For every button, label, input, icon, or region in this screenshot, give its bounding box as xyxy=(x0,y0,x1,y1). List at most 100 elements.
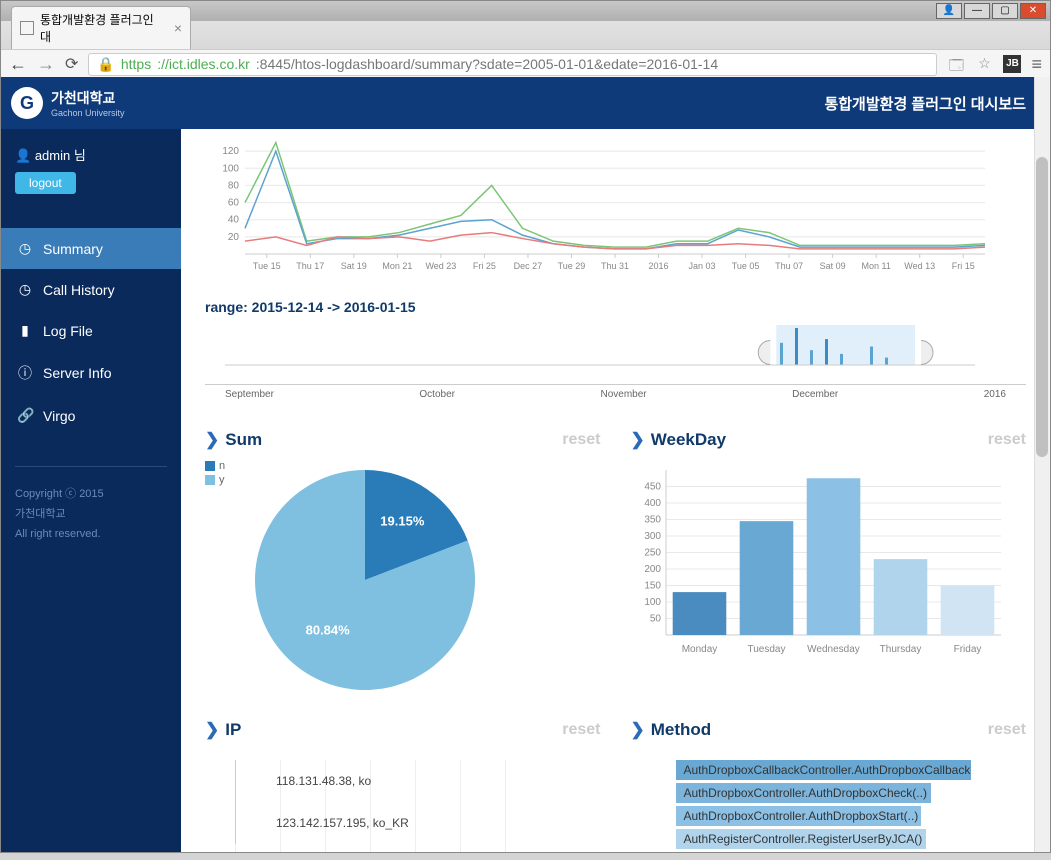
extension-jb-icon[interactable]: JB xyxy=(1003,55,1021,73)
caret-icon: ❯ xyxy=(205,720,219,740)
svg-text:Tuesday: Tuesday xyxy=(747,644,785,655)
lock-icon: 🔒 xyxy=(97,56,114,73)
ip-row[interactable]: 123.142.157.195, ko_KR xyxy=(235,802,601,844)
svg-text:Fri 25: Fri 25 xyxy=(473,261,496,271)
sum-reset-button[interactable]: reset xyxy=(562,431,600,449)
svg-text:Monday: Monday xyxy=(681,644,717,655)
ip-row[interactable]: 118.131.48.38, ko xyxy=(235,760,601,802)
page-icon xyxy=(20,21,34,35)
weekday-title: ❯ WeekDay xyxy=(631,430,727,450)
method-row[interactable]: AuthDropboxController.AuthDropboxCheck(.… xyxy=(676,783,931,803)
weekday-bar-chart[interactable]: 50100150200250300350400450MondayTuesdayW… xyxy=(631,460,1011,660)
charts-row-2: ❯ IP reset 118.131.48.38, ko123.142.157.… xyxy=(205,720,1026,852)
forward-button[interactable]: → xyxy=(37,54,55,75)
method-row[interactable]: AuthDropboxController.AuthDropboxStart(.… xyxy=(676,806,921,826)
sidebar-item-summary[interactable]: ◷Summary xyxy=(1,228,181,269)
scroll-thumb[interactable] xyxy=(1036,157,1048,457)
user-suffix: 님 xyxy=(74,148,86,163)
timeline-axis: SeptemberOctoberNovemberDecember2016 xyxy=(205,389,1026,400)
bookmark-icon[interactable]: ☆ xyxy=(975,55,993,73)
back-button[interactable]: ← xyxy=(9,54,27,75)
window-minimize-button[interactable]: — xyxy=(964,3,990,19)
reload-button[interactable]: ⟳ xyxy=(65,54,78,74)
nav-label: Virgo xyxy=(43,408,75,424)
address-bar: ← → ⟳ 🔒 https://ict.idles.co.kr:8445/hto… xyxy=(1,49,1050,78)
url-host: ://ict.idles.co.kr xyxy=(157,56,250,72)
logout-button[interactable]: logout xyxy=(15,172,76,194)
sidebar-item-log-file[interactable]: ▮Log File xyxy=(1,310,181,351)
legend-item: y xyxy=(205,474,225,486)
tab-bar: 통합개발환경 플러그인 대 × xyxy=(1,21,1050,49)
window-maximize-button[interactable]: ▢ xyxy=(992,3,1018,19)
nav-icon: ⓘ xyxy=(17,363,33,383)
svg-text:50: 50 xyxy=(649,614,661,625)
svg-text:Thu 31: Thu 31 xyxy=(601,261,629,271)
window-user-button[interactable]: 👤 xyxy=(936,3,962,19)
svg-text:400: 400 xyxy=(644,498,661,509)
legend-item: n xyxy=(205,460,225,472)
menu-icon[interactable]: ≡ xyxy=(1031,54,1042,75)
charts-row-1: ❯ Sum reset ny 19.15%80.84% ❯ Week xyxy=(205,430,1026,700)
nav-icon: ▮ xyxy=(17,322,33,339)
ip-list: 118.131.48.38, ko123.142.157.195, ko_KR xyxy=(235,760,601,844)
svg-text:250: 250 xyxy=(644,548,661,559)
user-line: 👤 admin 님 xyxy=(15,145,167,164)
svg-text:100: 100 xyxy=(222,163,239,174)
timeline-chart[interactable] xyxy=(205,325,1026,385)
content: 20406080100120Tue 15Thu 17Sat 19Mon 21We… xyxy=(181,129,1050,852)
logo[interactable]: G 가천대학교 Gachon University xyxy=(1,77,181,129)
method-title: ❯ Method xyxy=(631,720,712,740)
sidebar-item-server-info[interactable]: ⓘServer Info xyxy=(1,351,181,395)
method-list: AuthDropboxCallbackController.AuthDropbo… xyxy=(676,760,1027,852)
nav-icon: 🔗 xyxy=(17,407,33,424)
range-label: range: 2015-12-14 -> 2016-01-15 xyxy=(205,299,1026,315)
svg-text:Friday: Friday xyxy=(953,644,981,655)
sidebar-footer: Copyright ⓒ 2015 가천대학교 All right reserve… xyxy=(15,466,167,544)
svg-text:2016: 2016 xyxy=(649,261,669,271)
weekday-reset-button[interactable]: reset xyxy=(988,431,1026,449)
svg-text:80.84%: 80.84% xyxy=(306,622,351,637)
url-input[interactable]: 🔒 https://ict.idles.co.kr:8445/htos-logd… xyxy=(88,53,937,76)
browser-tab[interactable]: 통합개발환경 플러그인 대 × xyxy=(11,6,191,49)
method-reset-button[interactable]: reset xyxy=(988,721,1026,739)
window-close-button[interactable]: ✕ xyxy=(1020,3,1046,19)
line-chart: 20406080100120Tue 15Thu 17Sat 19Mon 21We… xyxy=(205,129,1026,279)
svg-text:Wed 13: Wed 13 xyxy=(904,261,935,271)
url-protocol: https xyxy=(121,56,151,72)
page-title: 통합개발환경 플러그인 대시보드 xyxy=(824,96,1026,113)
page-scrollbar[interactable] xyxy=(1034,77,1050,852)
ip-reset-button[interactable]: reset xyxy=(562,721,600,739)
translate-icon[interactable]: 🗔 xyxy=(947,55,965,73)
tab-title: 통합개발환경 플러그인 대 xyxy=(40,11,168,45)
svg-text:120: 120 xyxy=(222,146,239,157)
svg-text:Sat 09: Sat 09 xyxy=(820,261,846,271)
timeline-tick: December xyxy=(792,389,838,400)
svg-text:450: 450 xyxy=(644,482,661,493)
timeline-tick: 2016 xyxy=(984,389,1006,400)
timeline-tick: November xyxy=(600,389,646,400)
nav-label: Call History xyxy=(43,282,115,298)
caret-icon: ❯ xyxy=(631,720,645,740)
method-chart-panel: ❯ Method reset AuthDropboxCallbackContro… xyxy=(631,720,1027,852)
svg-text:Fri 15: Fri 15 xyxy=(952,261,975,271)
caret-icon: ❯ xyxy=(631,430,645,450)
sidebar-item-virgo[interactable]: 🔗 Virgo xyxy=(1,395,181,436)
user-name: admin xyxy=(35,148,70,163)
svg-text:300: 300 xyxy=(644,531,661,542)
footer-rights: All right reserved. xyxy=(15,525,167,545)
sidebar-item-call-history[interactable]: ◷Call History xyxy=(1,269,181,310)
method-row[interactable]: AuthDropboxCallbackController.AuthDropbo… xyxy=(676,760,971,780)
timeline-tick: October xyxy=(419,389,455,400)
svg-text:40: 40 xyxy=(228,215,240,226)
logo-name-kr: 가천대학교 xyxy=(51,88,125,108)
sidebar: G 가천대학교 Gachon University 👤 admin 님 logo… xyxy=(1,77,181,852)
pie-chart[interactable]: 19.15%80.84% xyxy=(225,460,505,700)
footer-org-link[interactable]: 가천대학교 xyxy=(15,508,66,520)
tab-close-icon[interactable]: × xyxy=(174,20,182,36)
svg-text:100: 100 xyxy=(644,597,661,608)
page-header: 통합개발환경 플러그인 대시보드 xyxy=(181,77,1050,129)
nav: ◷Summary◷Call History▮Log FileⓘServer In… xyxy=(1,228,181,436)
method-row[interactable]: AuthRegisterController.RegisterUserByJCA… xyxy=(676,829,926,849)
caret-icon: ❯ xyxy=(205,430,219,450)
logo-name-en: Gachon University xyxy=(51,108,125,118)
